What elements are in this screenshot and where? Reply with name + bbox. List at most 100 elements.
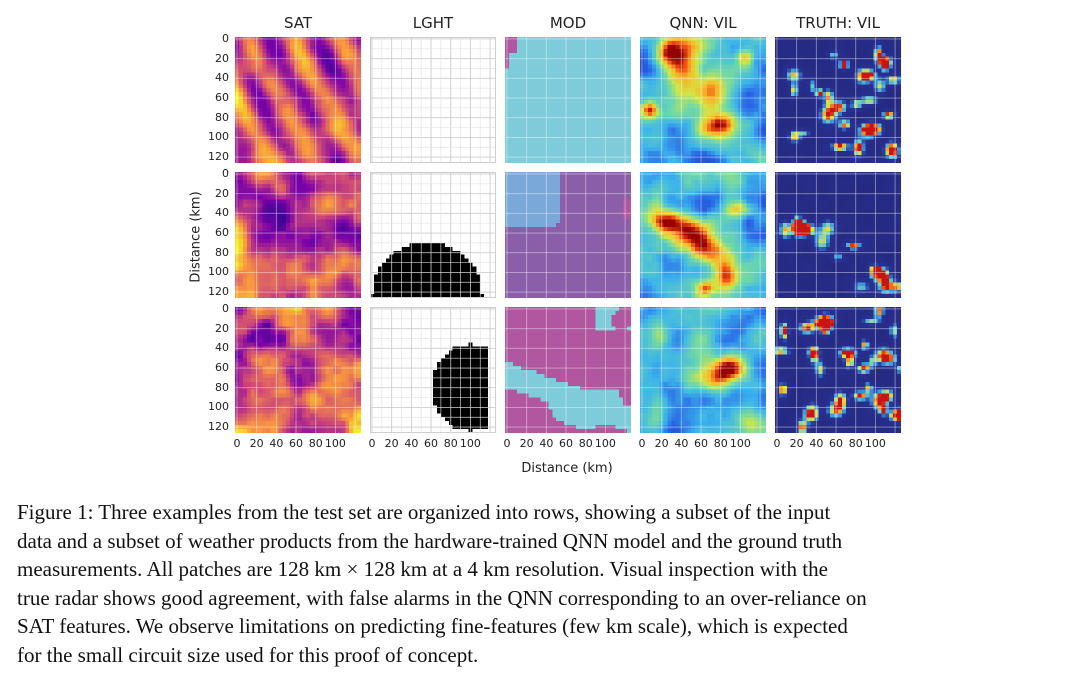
panel-gridlines — [370, 172, 496, 298]
y-tick-label: 20 — [215, 51, 229, 65]
x-tick-label: 0 — [233, 437, 241, 450]
caption-line: for the small circuit size used for this… — [17, 642, 479, 667]
heatmap-image — [640, 172, 766, 298]
y-tick-label: 80 — [215, 245, 229, 259]
column-title: LGHT — [412, 14, 454, 32]
truth-panel-row-1 — [775, 37, 901, 163]
x-tick-label: 80 — [578, 437, 593, 450]
panel-gridlines — [235, 37, 361, 163]
panel-gridlines — [775, 172, 901, 298]
x-tick-label: 80 — [713, 437, 728, 450]
y-tick-label: 80 — [215, 380, 229, 394]
x-tick-label: 80 — [308, 437, 323, 450]
x-tick-label: 20 — [519, 437, 534, 450]
x-tick-label: 20 — [789, 437, 804, 450]
truth-panel-row-2 — [775, 172, 901, 298]
y-tick-label: 60 — [215, 361, 229, 375]
heatmap-image — [370, 307, 496, 433]
heatmap-image — [505, 172, 631, 298]
x-tick-label: 40 — [404, 437, 419, 450]
x-tick-label: 0 — [368, 437, 376, 450]
sat-panel-row-2 — [235, 172, 361, 298]
heatmap-image — [235, 172, 361, 298]
x-tick-label: 100 — [864, 437, 886, 450]
x-tick-label: 80 — [848, 437, 863, 450]
mod-panel-row-1 — [505, 37, 631, 163]
y-tick-label: 0 — [222, 166, 229, 180]
heatmap-image — [370, 172, 496, 298]
panel-gridlines — [235, 307, 361, 433]
panel-gridlines — [505, 307, 631, 433]
heatmap-image — [505, 37, 631, 163]
mod-panel-row-3 — [505, 307, 631, 433]
x-tick-label: 20 — [384, 437, 399, 450]
heatmap-image — [775, 307, 901, 433]
caption-line: Figure 1: Three examples from the test s… — [17, 500, 831, 524]
y-tick-label: 40 — [215, 206, 229, 220]
x-tick-label: 100 — [594, 437, 616, 450]
figure: Distance (km) Distance (km) SAT LGHT MOD QN… — [189, 14, 901, 476]
x-tick-label: 40 — [809, 437, 824, 450]
column-title: MOD — [549, 14, 587, 32]
column-title: QNN: VIL — [669, 14, 737, 32]
x-tick-label: 0 — [773, 437, 781, 450]
y-tick-label: 80 — [215, 110, 229, 124]
x-tick-label: 40 — [539, 437, 554, 450]
panel-gridlines — [505, 37, 631, 163]
y-tick-label: 40 — [215, 341, 229, 355]
y-tick-label: 20 — [215, 321, 229, 335]
x-tick-label: 40 — [269, 437, 284, 450]
x-tick-label: 60 — [694, 437, 709, 450]
y-tick-label: 60 — [215, 226, 229, 240]
y-tick-label: 60 — [215, 91, 229, 105]
panel-gridlines — [505, 172, 631, 298]
panel-gridlines — [640, 307, 766, 433]
heatmap-image — [640, 37, 766, 163]
y-tick-label: 100 — [208, 265, 229, 279]
x-tick-label: 0 — [503, 437, 511, 450]
mod-panel-row-2 — [505, 172, 631, 298]
y-tick-label: 120 — [208, 420, 229, 434]
figure-caption: Figure 1: Three examples from the test s… — [17, 498, 1077, 670]
x-tick-label: 20 — [654, 437, 669, 450]
lght-panel-row-3 — [370, 307, 496, 433]
sat-panel-row-3 — [235, 307, 361, 433]
lght-panel-row-1 — [370, 37, 496, 163]
qnn-panel-row-1 — [640, 37, 766, 163]
panel-gridlines — [235, 172, 361, 298]
lght-panel-row-2 — [370, 172, 496, 298]
column-title: SAT — [283, 14, 313, 32]
x-tick-label: 20 — [249, 437, 264, 450]
x-axis-label: Distance (km) — [521, 461, 613, 476]
y-tick-label: 0 — [222, 301, 229, 315]
heatmap-image — [235, 37, 361, 163]
x-tick-label: 100 — [729, 437, 751, 450]
qnn-panel-row-2 — [640, 172, 766, 298]
caption-line: data and a subset of weather products fr… — [17, 528, 843, 553]
x-tick-label: 60 — [289, 437, 304, 450]
panel-gridlines — [370, 307, 496, 433]
x-tick-label: 0 — [638, 437, 646, 450]
column-title: TRUTH: VIL — [796, 14, 880, 32]
x-tick-label: 60 — [559, 437, 574, 450]
heatmap-image — [505, 307, 631, 433]
x-tick-label: 80 — [443, 437, 458, 450]
sat-panel-row-1 — [235, 37, 361, 163]
panel-gridlines — [370, 37, 496, 163]
heatmap-image — [370, 37, 496, 163]
heatmap-image — [235, 307, 361, 433]
y-tick-label: 20 — [215, 186, 229, 200]
caption-line: SAT features. We observe limitations on … — [17, 614, 848, 639]
x-tick-label: 60 — [424, 437, 439, 450]
panel-gridlines — [775, 37, 901, 163]
y-tick-label: 40 — [215, 71, 229, 85]
x-tick-label: 60 — [829, 437, 844, 450]
x-tick-label: 100 — [459, 437, 481, 450]
caption-line: measurements. All patches are 128 km × 1… — [17, 557, 828, 582]
panel-gridlines — [775, 307, 901, 433]
y-tick-label: 120 — [208, 285, 229, 299]
panel-gridlines — [640, 172, 766, 298]
heatmap-image — [775, 37, 901, 163]
y-tick-label: 120 — [208, 150, 229, 164]
caption-line: true radar shows good agreement, with fa… — [17, 585, 867, 610]
